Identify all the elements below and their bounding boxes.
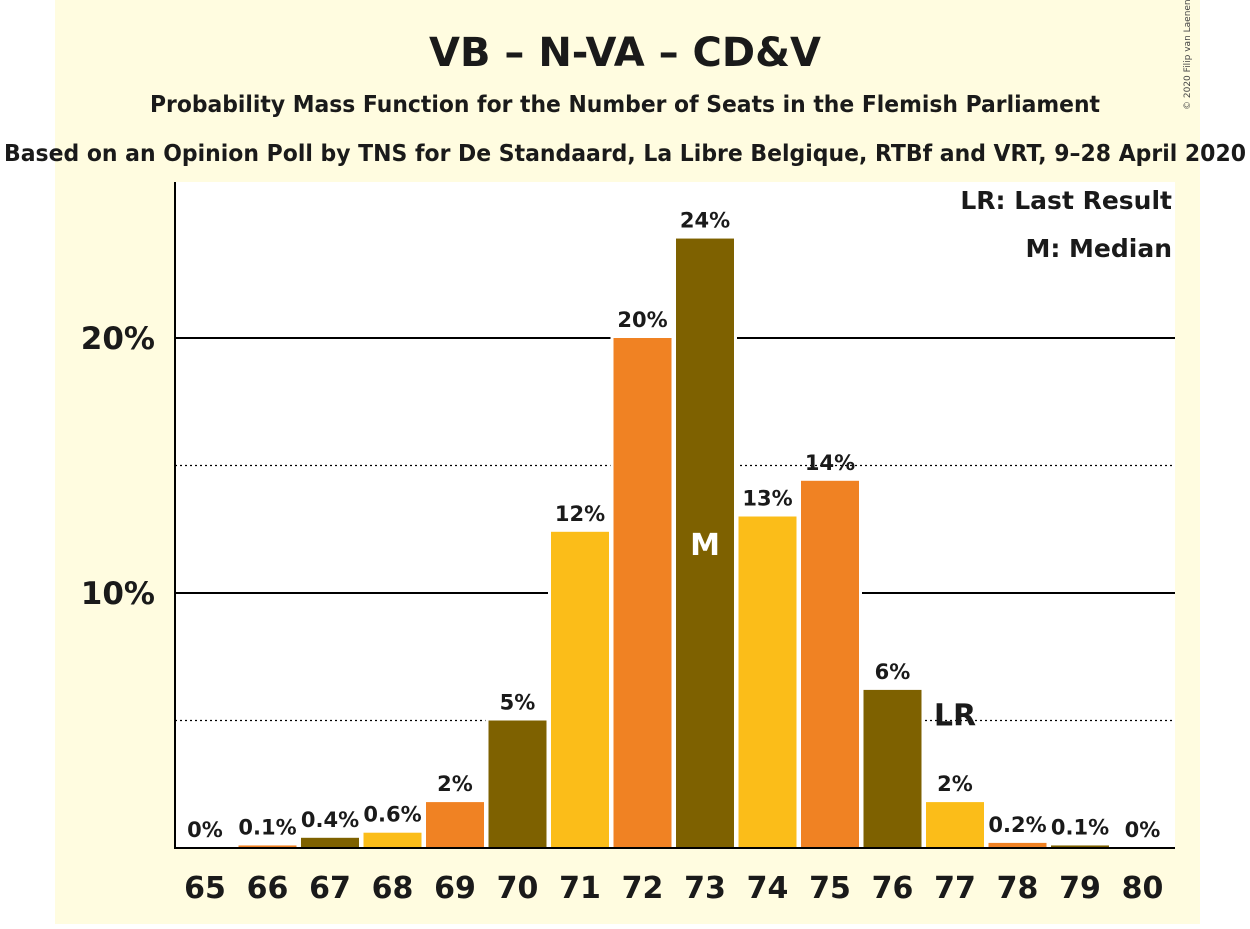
bar-78 (988, 842, 1047, 848)
x-tick-72: 72 (622, 871, 664, 906)
bar-76 (863, 689, 922, 848)
value-label-66: 0.1% (238, 815, 296, 839)
legend-last-result: LR: Last Result (960, 186, 1172, 215)
bar-73 (676, 238, 734, 849)
x-tick-77: 77 (934, 871, 976, 906)
value-label-75: 14% (805, 451, 855, 475)
bar-halo (235, 842, 300, 848)
value-label-77: 2% (937, 772, 973, 796)
bar-69 (426, 802, 484, 848)
value-label-72: 20% (617, 308, 667, 332)
y-tick-labels: 10% 20% (81, 321, 155, 612)
value-label-67: 0.4% (301, 808, 359, 832)
x-tick-labels: 65 66 67 68 69 70 71 72 73 74 75 76 77 78 79 80 (184, 871, 1163, 906)
bar-79 (1051, 845, 1109, 848)
bar-70 (488, 720, 547, 848)
bar-74 (738, 516, 797, 848)
last-result-marker: LR (934, 699, 976, 734)
value-label-74: 13% (742, 487, 792, 511)
value-label-79: 0.1% (1051, 815, 1109, 839)
bar-66 (238, 845, 297, 848)
bar-75 (801, 480, 859, 848)
value-label-76: 6% (875, 660, 911, 684)
bar-halo (1048, 842, 1112, 848)
x-tick-79: 79 (1059, 871, 1101, 906)
value-label-70: 5% (500, 691, 536, 715)
y-tick-label: 10% (81, 576, 155, 612)
bars (235, 235, 1112, 849)
copyright-note: © 2020 Filip van Laenen (1183, 0, 1193, 110)
x-tick-68: 68 (372, 871, 414, 906)
bar-67 (301, 837, 359, 848)
value-label-71: 12% (555, 502, 605, 526)
bar-77 (926, 802, 984, 848)
value-label-68: 0.6% (363, 803, 421, 827)
data-labels: 0% 0.1% 0.4% 0.6%2%5%12%20%24%13%14%6%2%0.2… (187, 209, 1160, 842)
x-tick-75: 75 (809, 871, 851, 906)
x-tick-66: 66 (247, 871, 289, 906)
value-label-73: 24% (680, 209, 730, 233)
legend-median: M: Median (1025, 234, 1172, 263)
x-tick-69: 69 (434, 871, 476, 906)
value-label-69: 2% (437, 772, 473, 796)
x-tick-76: 76 (872, 871, 914, 906)
value-label-80: 0% (1125, 818, 1161, 842)
chart-subtitle: Probability Mass Function for the Number… (150, 92, 1100, 118)
x-tick-67: 67 (309, 871, 351, 906)
bar-72 (613, 338, 672, 848)
x-tick-71: 71 (559, 871, 601, 906)
x-tick-78: 78 (997, 871, 1039, 906)
x-tick-70: 70 (497, 871, 539, 906)
median-marker: M (690, 528, 720, 563)
bar-68 (363, 832, 422, 848)
x-tick-74: 74 (747, 871, 789, 906)
x-tick-73: 73 (684, 871, 726, 906)
value-label-78: 0.2% (988, 813, 1046, 837)
bar-71 (551, 531, 609, 848)
x-tick-65: 65 (184, 871, 226, 906)
chart-title: VB – N-VA – CD&V (429, 30, 821, 76)
axes (174, 182, 1175, 849)
y-tick-label: 20% (81, 321, 155, 357)
chart-source: Based on an Opinion Poll by TNS for De S… (4, 141, 1246, 167)
value-label-65: 0% (187, 818, 223, 842)
x-tick-80: 80 (1122, 871, 1164, 906)
